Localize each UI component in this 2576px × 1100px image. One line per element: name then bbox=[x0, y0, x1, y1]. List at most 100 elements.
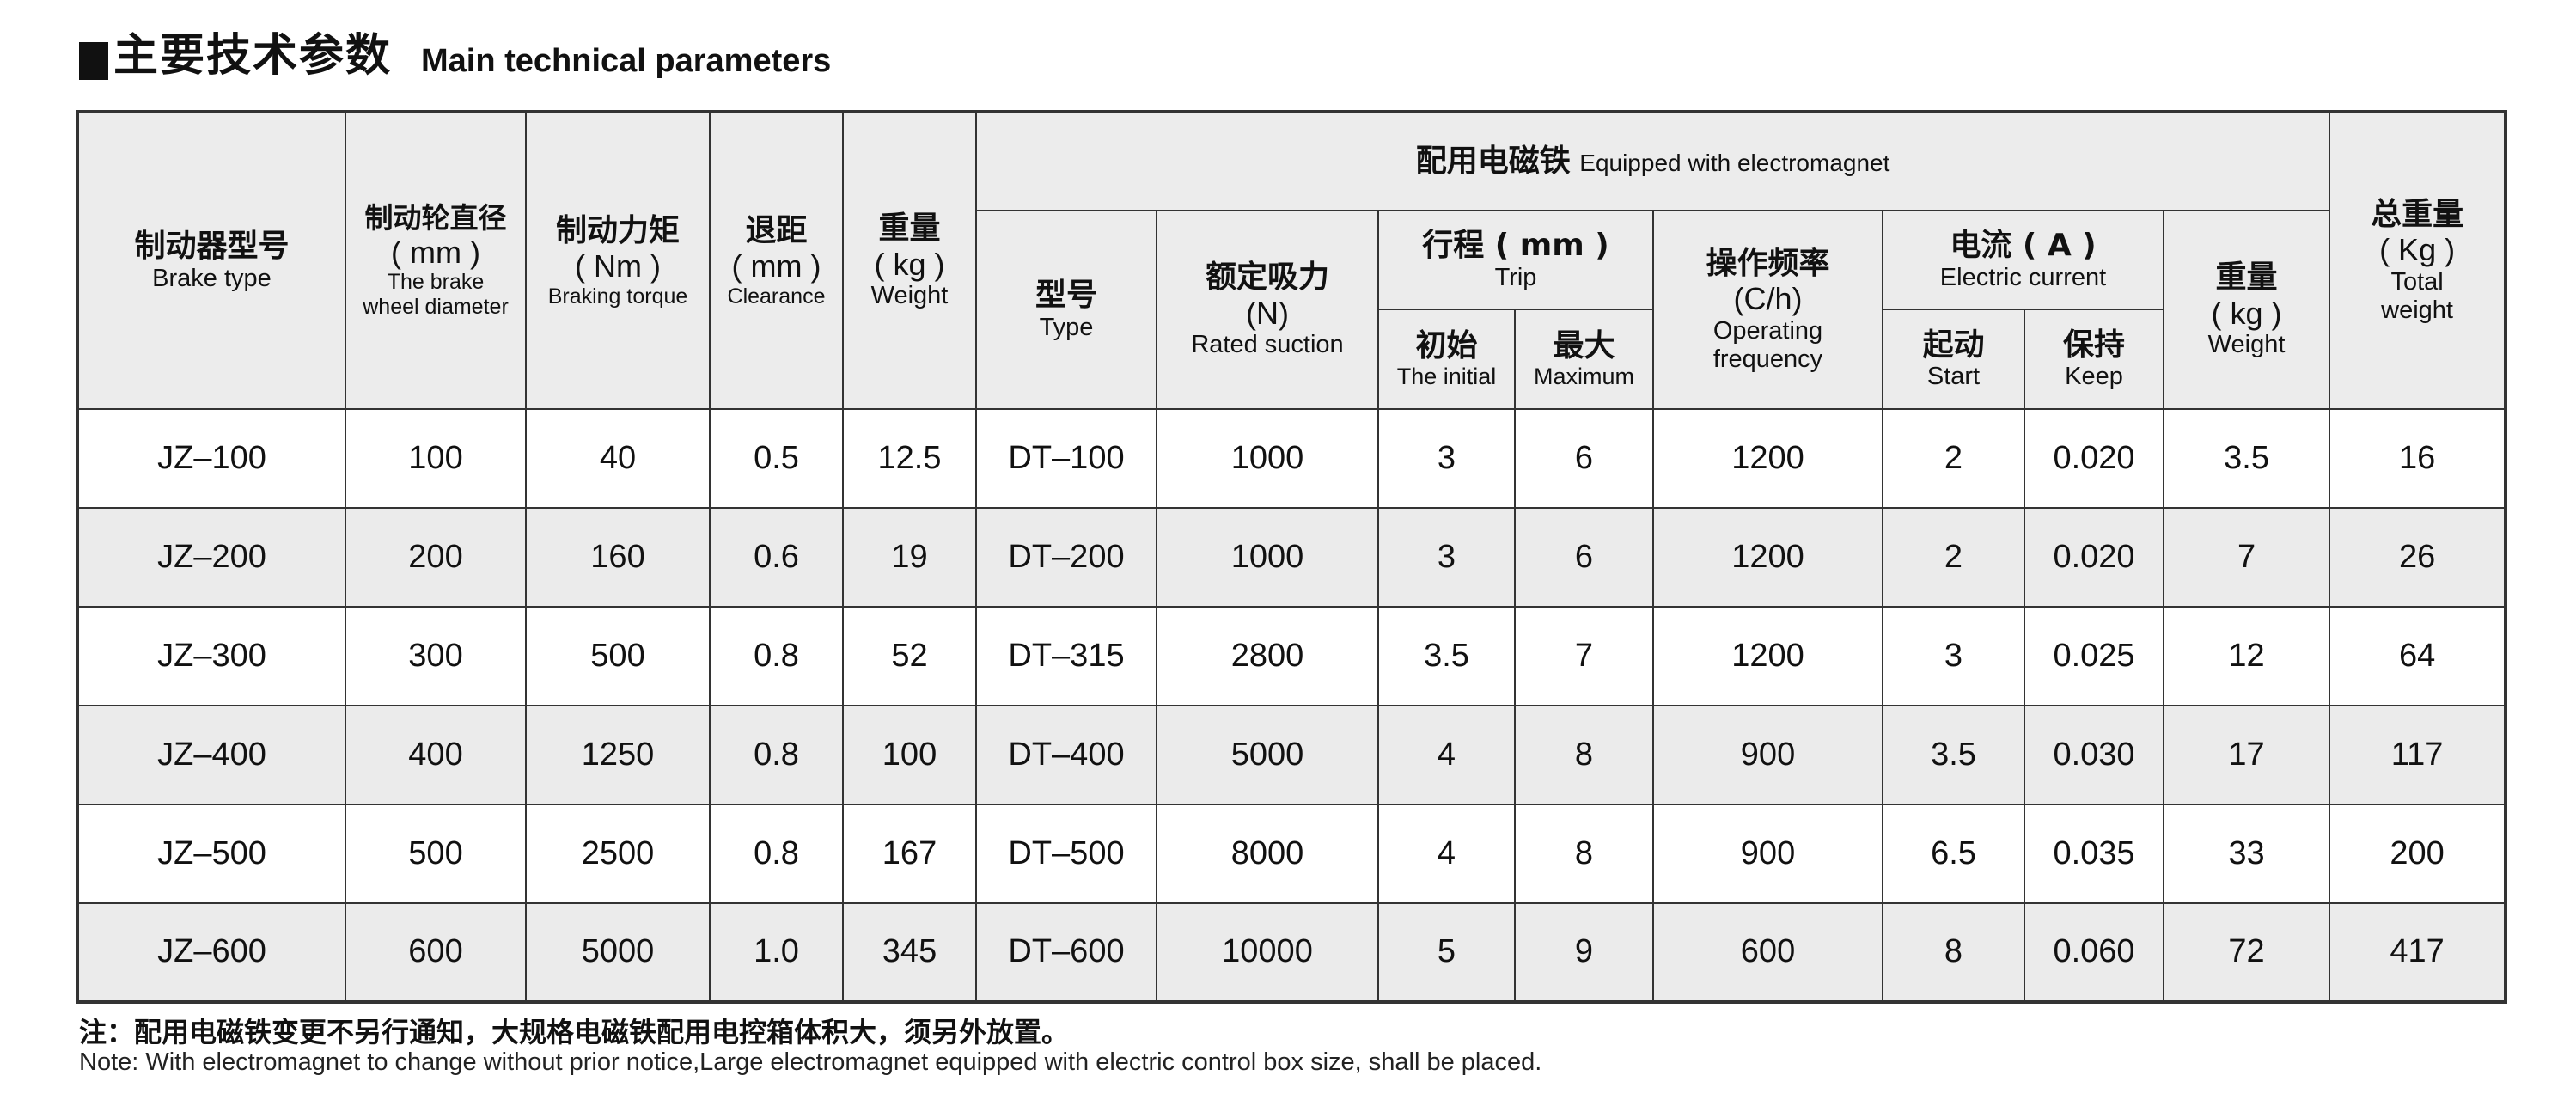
header-text: ( mm ) bbox=[731, 248, 821, 284]
table-row: JZ–100 100 40 0.5 12.5 DT–100 1000 3 6 1200 2 0.020… bbox=[76, 408, 2507, 509]
table-row: JZ–400 400 1250 0.8 100 DT–400 5000 4 8 900 3.5 0.0… bbox=[76, 705, 2507, 805]
header-text: Clearance bbox=[727, 284, 826, 309]
table-cell: 1250 bbox=[525, 705, 711, 805]
table-cell: 1200 bbox=[1652, 606, 1883, 706]
header-brake-type: 制动器型号 Brake type bbox=[76, 111, 346, 410]
table-cell: 1200 bbox=[1652, 507, 1883, 608]
table-cell: 600 bbox=[1652, 902, 1883, 1003]
table-cell: 0.8 bbox=[709, 606, 844, 706]
table-cell: JZ–500 bbox=[76, 804, 346, 904]
header-wheel-diameter: 制动轮直径( mm ) The brake wheel diameter bbox=[345, 111, 527, 410]
table-cell: 9 bbox=[1514, 902, 1654, 1003]
header-text: 额定吸力 bbox=[1205, 260, 1329, 296]
table-cell: 16 bbox=[2329, 408, 2507, 509]
header-weight: 重量( kg ) Weight bbox=[842, 111, 977, 410]
header-braking-torque: 制动力矩( Nm ) Braking torque bbox=[525, 111, 711, 410]
header-text: 退距 bbox=[745, 212, 808, 248]
header-text: Start bbox=[1926, 363, 1981, 391]
table-cell: 7 bbox=[1514, 606, 1654, 706]
header-text: Operating bbox=[1712, 316, 1823, 345]
table-row: JZ–600 600 5000 1.0 345 DT–600 10000 5 9 600 8 0.06… bbox=[76, 902, 2507, 1003]
header-text: ( Nm ) bbox=[575, 248, 661, 284]
table-cell: 8 bbox=[1514, 804, 1654, 904]
table-body: JZ–100 100 40 0.5 12.5 DT–100 1000 3 6 1200 2 0.020… bbox=[76, 408, 2507, 1003]
header-current: 电流 ( A ) Electric current bbox=[1882, 210, 2164, 310]
table-cell: 7 bbox=[2162, 507, 2331, 608]
table-cell: DT–200 bbox=[975, 507, 1157, 608]
table-cell: 0.030 bbox=[2024, 705, 2164, 805]
note-cn: 注：配用电磁铁变更不另行通知，大规格电磁铁配用电控箱体积大，须另外放置。 bbox=[79, 1016, 1070, 1048]
table-cell: 167 bbox=[842, 804, 977, 904]
header-text: ( kg ) bbox=[2211, 295, 2282, 331]
table-cell: 52 bbox=[842, 606, 977, 706]
table-cell: JZ–600 bbox=[76, 902, 346, 1003]
header-text: 最大 bbox=[1553, 327, 1615, 364]
table-row: JZ–500 500 2500 0.8 167 DT–500 8000 4 8 900 6.5 0.0… bbox=[76, 804, 2507, 904]
header-text: 行程 ( mm ) bbox=[1422, 228, 1609, 264]
table-cell: 5000 bbox=[1156, 705, 1379, 805]
table-cell: 64 bbox=[2329, 606, 2507, 706]
header-text: Weight bbox=[870, 282, 949, 310]
square-bullet-icon bbox=[79, 42, 108, 80]
table-cell: 3.5 bbox=[1882, 705, 2025, 805]
table-cell: JZ–100 bbox=[76, 408, 346, 509]
header-text: The brake bbox=[387, 270, 485, 295]
table-row: JZ–200 200 160 0.6 19 DT–200 1000 3 6 1200 2 0.020 7… bbox=[76, 507, 2507, 608]
header-text: ( Kg ) bbox=[2379, 232, 2456, 268]
header-text: 操作频率 bbox=[1706, 245, 1830, 281]
table-cell: 6 bbox=[1514, 507, 1654, 608]
header-text: 重量 bbox=[2215, 260, 2278, 296]
table-cell: 400 bbox=[345, 705, 527, 805]
table-cell: 17 bbox=[2162, 705, 2331, 805]
table-cell: 900 bbox=[1652, 705, 1883, 805]
table-cell: 10000 bbox=[1156, 902, 1379, 1003]
table-cell: 72 bbox=[2162, 902, 2331, 1003]
header-current-keep: 保持 Keep bbox=[2024, 309, 2164, 410]
title-en: Main technical parameters bbox=[421, 43, 832, 79]
table-cell: 3.5 bbox=[2162, 408, 2331, 509]
table-cell: 0.035 bbox=[2024, 804, 2164, 904]
note-en: Note: With electromagnet to change witho… bbox=[79, 1048, 1542, 1076]
table-cell: 600 bbox=[345, 902, 527, 1003]
header-text: The initial bbox=[1396, 364, 1497, 390]
header-text: Trip bbox=[1494, 263, 1537, 291]
table-cell: 2800 bbox=[1156, 606, 1379, 706]
header-text: wheel diameter bbox=[363, 295, 509, 320]
header-frequency: 操作频率 (C/h) Operating frequency bbox=[1652, 210, 1883, 410]
table-cell: JZ–300 bbox=[76, 606, 346, 706]
table-cell: 345 bbox=[842, 902, 977, 1003]
table-cell: 26 bbox=[2329, 507, 2507, 608]
header-text: Maximum bbox=[1533, 364, 1634, 390]
table-cell: 33 bbox=[2162, 804, 2331, 904]
header-text: frequency bbox=[1712, 345, 1823, 373]
table-cell: 1.0 bbox=[709, 902, 844, 1003]
header-text: (N) bbox=[1246, 295, 1289, 331]
header-text: Weight bbox=[2207, 331, 2286, 359]
table-cell: 5000 bbox=[525, 902, 711, 1003]
table-cell: 12.5 bbox=[842, 408, 977, 509]
table-cell: 1000 bbox=[1156, 408, 1379, 509]
table-cell: 3 bbox=[1377, 408, 1516, 509]
table-cell: 0.8 bbox=[709, 705, 844, 805]
header-rated-suction: 额定吸力 (N) Rated suction bbox=[1156, 210, 1379, 410]
header-text: Equipped with electromagnet bbox=[1579, 150, 1890, 177]
table-cell: 19 bbox=[842, 507, 977, 608]
table-cell: 100 bbox=[842, 705, 977, 805]
page-title: 主要技术参数 Main technical parameters bbox=[79, 19, 831, 83]
header-text: 制动轮直径 bbox=[364, 201, 507, 235]
table-cell: 0.025 bbox=[2024, 606, 2164, 706]
table-cell: 4 bbox=[1377, 804, 1516, 904]
table-cell: 6.5 bbox=[1882, 804, 2025, 904]
header-text: 型号 bbox=[1035, 278, 1097, 314]
table-cell: DT–600 bbox=[975, 902, 1157, 1003]
header-em-type: 型号 Type bbox=[975, 210, 1157, 410]
header-text: 保持 bbox=[2062, 327, 2125, 363]
table-header: 制动器型号 Brake type 制动轮直径( mm ) The brake whee… bbox=[76, 111, 2507, 410]
table-cell: JZ–400 bbox=[76, 705, 346, 805]
header-text: 重量 bbox=[878, 211, 941, 247]
header-clearance: 退距( mm ) Clearance bbox=[709, 111, 844, 410]
header-text: Brake type bbox=[152, 264, 272, 292]
header-electromagnet: 配用电磁铁 Equipped with electromagnet bbox=[974, 111, 2331, 211]
header-text: (C/h) bbox=[1733, 281, 1803, 317]
table-cell: 300 bbox=[345, 606, 527, 706]
